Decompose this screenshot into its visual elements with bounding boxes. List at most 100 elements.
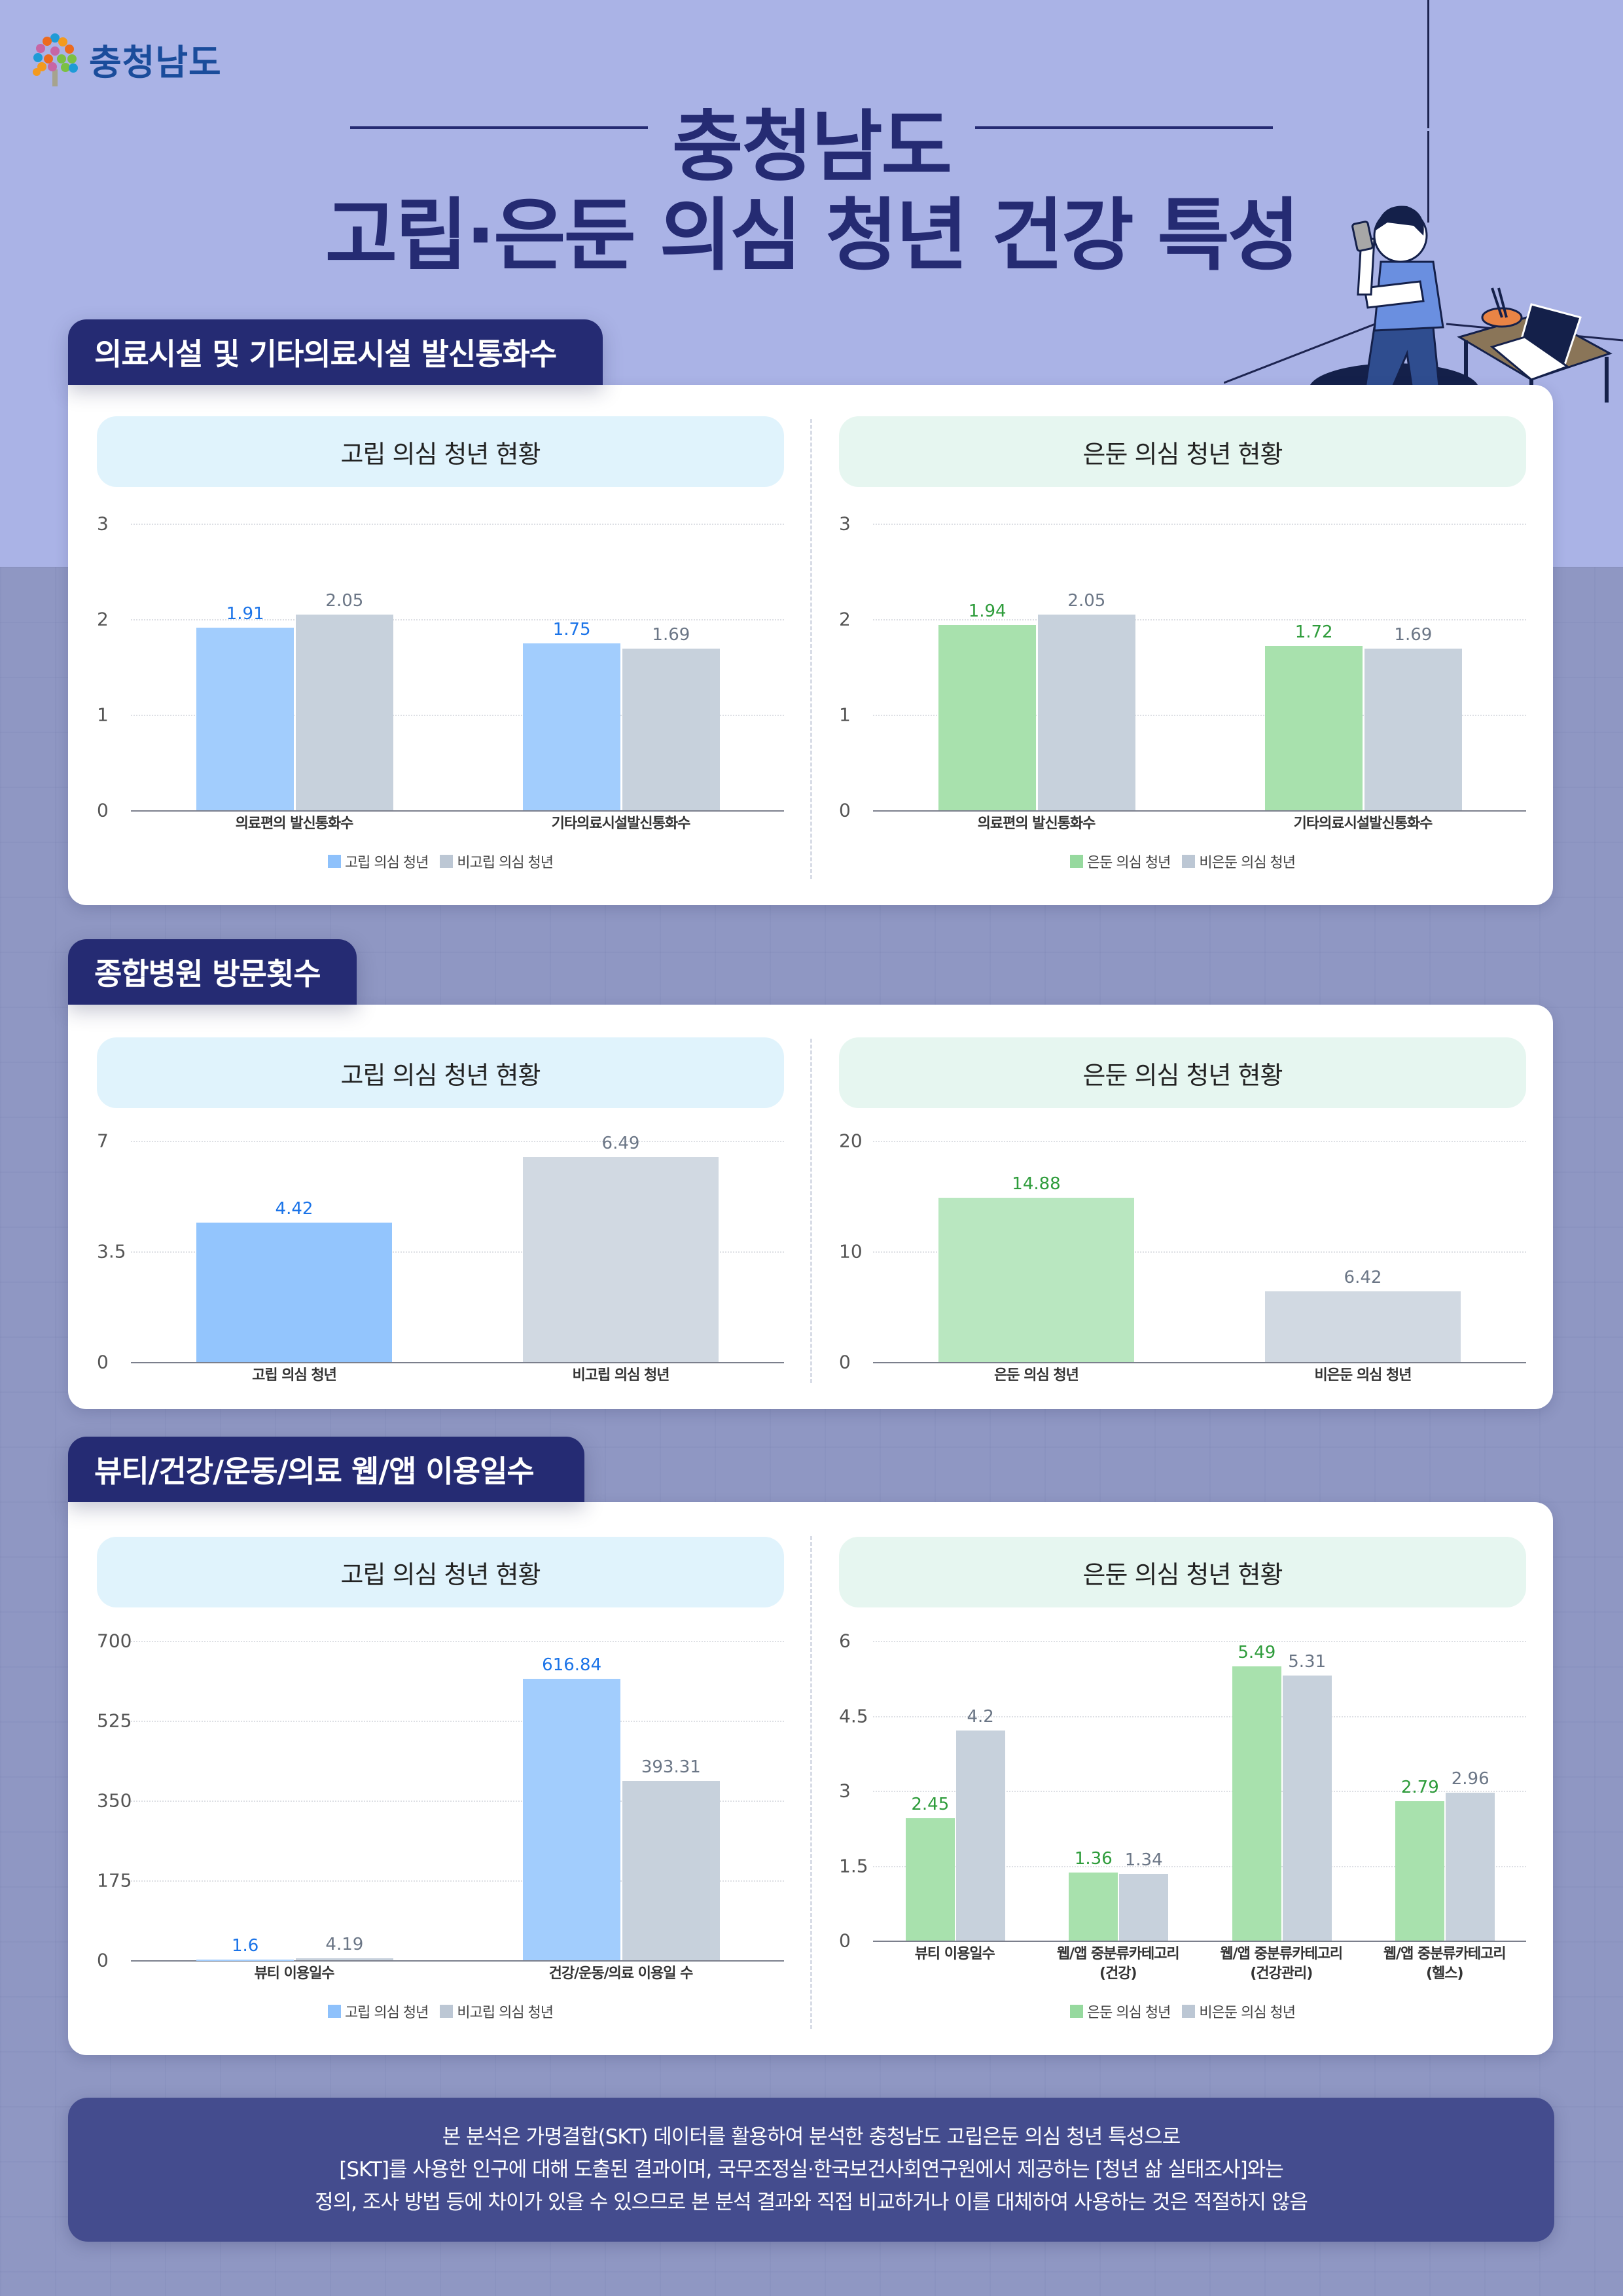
bar (1446, 1793, 1495, 1941)
y-axis-tick: 20 (839, 1130, 863, 1152)
grid-line (131, 1721, 784, 1722)
panel-title: 고립 의심 청년 현황 (340, 1060, 541, 1090)
grid-line (131, 1141, 784, 1142)
bar (522, 1157, 719, 1362)
panel-title: 은둔 의심 청년 현황 (1082, 439, 1283, 469)
grid-line (873, 1141, 1526, 1142)
chart-legend: 은둔 의심 청년 비은둔 의심 청년 (839, 851, 1526, 872)
panel-divider (810, 419, 812, 879)
x-axis-label: 고립 의심 청년 (252, 1367, 337, 1384)
bar (1264, 645, 1363, 810)
section-title: 의료시설 및 기타의료시설 발신통화수 (94, 336, 557, 372)
room-corner-line (1427, 131, 1429, 223)
grid-line (873, 524, 1526, 525)
x-axis-label: 기타의료시설발신통화수 (1293, 816, 1433, 832)
bar-value-label: 4.42 (275, 1198, 313, 1219)
disclaimer-line: 본 분석은 가명결합(SKT) 데이터를 활용하여 분석한 충청남도 고립은둔 … (442, 2125, 1181, 2149)
legend-label: 은둔 의심 청년 (1086, 855, 1171, 871)
legend-swatch-icon (327, 855, 341, 868)
section-title: 종합병원 방문횟수 (94, 956, 321, 992)
bar-value-label: 1.6 (231, 1935, 259, 1956)
panel-header: 은둔 의심 청년 현황 (839, 416, 1526, 487)
section-tab-app-usage: 뷰티/건강/운동/의료 웹/앱 이용일수 (68, 1437, 584, 1502)
bar (1395, 1801, 1445, 1941)
panel-title: 은둔 의심 청년 현황 (1082, 1060, 1283, 1090)
bar (955, 1731, 1005, 1941)
panel-title: 은둔 의심 청년 현황 (1082, 1560, 1283, 1589)
y-axis-tick: 0 (97, 1351, 109, 1373)
y-axis-tick: 1 (839, 704, 851, 726)
bar-value-label: 1.36 (1074, 1849, 1113, 1869)
grid-line (873, 1251, 1526, 1253)
bar-value-label: 1.72 (1294, 622, 1333, 642)
bar-value-label: 2.05 (325, 590, 364, 611)
y-axis-tick: 525 (97, 1710, 132, 1732)
x-axis-label: 웹/앱 중분류카테고리 (헬스) (1383, 1946, 1507, 1982)
bar (1282, 1675, 1332, 1941)
panel-header: 은둔 의심 청년 현황 (839, 1537, 1526, 1607)
legend-item: 은둔 의심 청년 (1069, 851, 1171, 872)
y-axis-tick: 1.5 (839, 1855, 868, 1876)
bar (1037, 614, 1136, 810)
y-axis-tick: 3 (97, 512, 109, 535)
y-axis-tick: 3 (839, 512, 851, 535)
bar-value-label: 1.94 (968, 601, 1007, 621)
y-axis-tick: 3.5 (97, 1240, 126, 1263)
bar (938, 1197, 1135, 1362)
bar-value-label: 4.2 (967, 1707, 994, 1727)
bar-chart: 0 1 2 3 1.94 2.05 의료편의 발신통화수 1.72 1.69 기타의료시설발신통화… (839, 512, 1526, 856)
grid-line (131, 715, 784, 716)
bar (522, 643, 621, 810)
panel-title: 고립 의심 청년 현황 (340, 439, 541, 469)
bar (295, 614, 394, 810)
legend-label: 고립 의심 청년 (344, 2005, 429, 2021)
bar-chart: 0 10 20 14.88 은둔 의심 청년 6.42 비은둔 의심 청년 (839, 1130, 1526, 1388)
tree-of-droplets-icon (33, 33, 78, 86)
bar-value-label: 2.79 (1400, 1778, 1439, 1798)
legend-item: 은둔 의심 청년 (1069, 2001, 1171, 2022)
x-axis-line (131, 1960, 784, 1962)
logo: 충청남도 (31, 31, 222, 86)
x-axis-label: 건강/운동/의료 이용일 수 (548, 1965, 694, 1982)
legend-item: 비은둔 의심 청년 (1182, 851, 1296, 872)
grid-line (873, 1715, 1526, 1717)
bar (295, 1958, 394, 1960)
grid-line (131, 524, 784, 525)
grid-line (873, 715, 1526, 716)
bar-value-label: 6.49 (601, 1133, 640, 1153)
bar-value-label: 1.69 (1394, 625, 1433, 645)
grid-line (873, 619, 1526, 620)
grid-line (873, 1791, 1526, 1792)
legend-item: 비은둔 의심 청년 (1182, 2001, 1296, 2022)
section-title: 뷰티/건강/운동/의료 웹/앱 이용일수 (94, 1454, 535, 1489)
y-axis-tick: 4.5 (839, 1705, 868, 1727)
page-title: 고립·은둔 의심 청년 건강 특성 (325, 190, 1300, 281)
chart-legend: 은둔 의심 청년 비은둔 의심 청년 (839, 2001, 1526, 2022)
legend-label: 은둔 의심 청년 (1086, 2005, 1171, 2021)
bar-value-label: 1.34 (1124, 1850, 1163, 1870)
legend-label: 고립 의심 청년 (344, 855, 429, 871)
x-axis-label: 의료편의 발신통화수 (977, 816, 1096, 832)
legend-item: 비고립 의심 청년 (440, 2001, 554, 2022)
y-axis-tick: 0 (97, 1949, 109, 1971)
panel-header: 고립 의심 청년 현황 (97, 1537, 784, 1607)
y-axis-tick: 0 (839, 799, 851, 821)
bar (1069, 1873, 1118, 1941)
x-axis-label: 비고립 의심 청년 (572, 1367, 670, 1384)
panel-header: 고립 의심 청년 현황 (97, 1037, 784, 1108)
title-rule-right (975, 126, 1273, 129)
y-axis-tick: 0 (839, 1929, 851, 1952)
legend-label: 비고립 의심 청년 (457, 855, 554, 871)
x-axis-label: 뷰티 이용일수 (914, 1946, 995, 1962)
bar-value-label: 6.42 (1344, 1267, 1382, 1287)
x-axis-label: 웹/앱 중분류카테고리 (건강) (1056, 1946, 1180, 1982)
bar-value-label: 5.31 (1288, 1651, 1327, 1672)
y-axis-tick: 7 (97, 1130, 109, 1152)
disclaimer-line: [SKT]를 사용한 인구에 대해 도출된 결과이며, 국무조정실·한국보건사회… (339, 2158, 1284, 2181)
legend-swatch-icon (1069, 2005, 1083, 2018)
chart-legend: 고립 의심 청년 비고립 의심 청년 (97, 851, 784, 872)
y-axis-tick: 0 (97, 799, 109, 821)
grid-line (131, 619, 784, 620)
bar-value-label: 1.75 (552, 619, 591, 639)
page-title-region: 충청남도 (671, 101, 952, 192)
